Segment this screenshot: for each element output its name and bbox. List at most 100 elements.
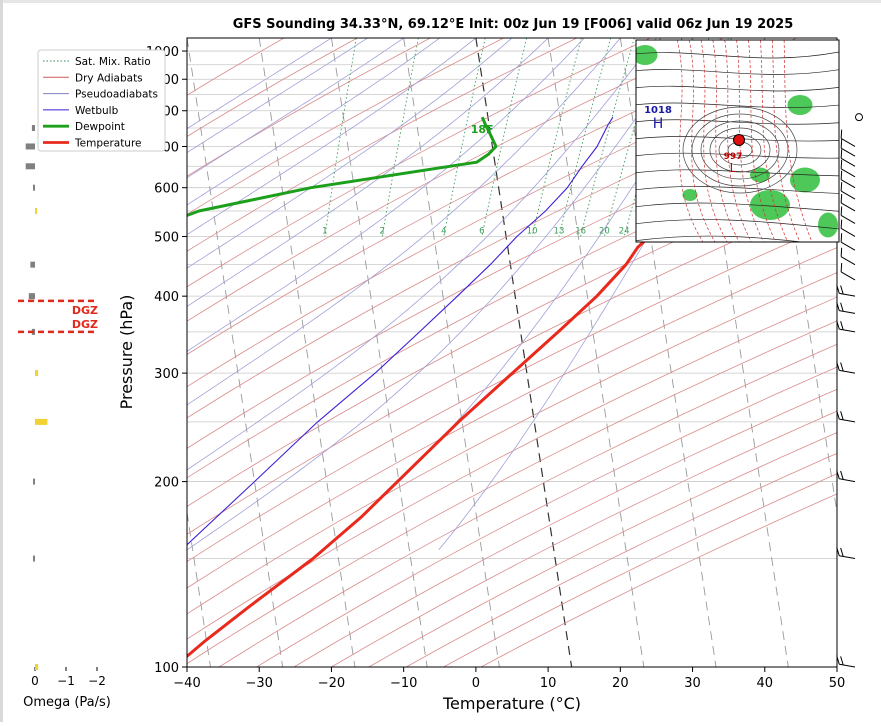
omega-tick-label: 0	[31, 674, 39, 688]
y-tick-label: 400	[154, 290, 179, 305]
isobar-contour	[636, 85, 839, 92]
barb-flag	[840, 247, 843, 257]
barb-flag	[840, 194, 843, 204]
mixing-ratio-label: 2	[380, 226, 385, 236]
dry-adiabat	[187, 167, 837, 507]
plot-frame	[186, 37, 838, 668]
barb-staff	[840, 228, 856, 237]
thickness-contour	[676, 40, 704, 242]
dry-adiabat	[187, 38, 724, 322]
low-contour	[700, 120, 780, 180]
wind-barb	[840, 233, 856, 251]
mixing-ratio-label: 20	[599, 226, 610, 236]
isobar-contour	[636, 152, 839, 159]
low-pressure-value: 997	[724, 152, 743, 162]
dry-adiabat	[187, 320, 837, 665]
barb-flag	[840, 170, 843, 180]
wind-barb	[836, 655, 856, 668]
wind-barb	[840, 170, 856, 189]
barb-staff	[839, 478, 856, 483]
x-tick-label: −30	[246, 676, 273, 691]
barb-flag	[836, 410, 840, 420]
dry-adiabat	[256, 366, 837, 667]
mixing-ratio-line	[324, 38, 357, 237]
isobar-contour	[636, 136, 839, 142]
precip-area	[636, 45, 658, 65]
isobar-contour	[636, 69, 839, 75]
thickness-contour	[748, 40, 777, 242]
wind-barb	[840, 262, 856, 281]
barb-staff	[840, 147, 856, 157]
isobar-contour	[636, 202, 839, 212]
mixing-ratio-label: 4	[441, 226, 446, 236]
mixing-ratio-label: 6	[479, 226, 484, 236]
thickness-contour	[783, 40, 813, 242]
pseudoadiabat	[187, 38, 549, 307]
mixing-ratio-label: 24	[619, 226, 630, 236]
dry-adiabat	[218, 343, 837, 667]
barb-flag	[840, 547, 844, 557]
x-tick-label: −20	[318, 676, 345, 691]
pseudoadiabat	[187, 38, 332, 130]
thickness-contour	[688, 40, 716, 242]
omega-bar	[35, 664, 39, 670]
dry-adiabat	[480, 493, 837, 667]
barb-flag	[840, 302, 844, 312]
wind-barb	[836, 301, 856, 314]
thickness-contour	[724, 40, 752, 242]
x-axis-label: Temperature (°C)	[442, 694, 581, 713]
legend-label: Dry Adiabats	[75, 72, 143, 84]
isotherm-line	[330, 38, 428, 667]
legend: Sat. Mix. Ratio Dry Adiabats Pseudoadiabat…	[37, 49, 166, 152]
dry-adiabat	[187, 38, 577, 252]
dry-adiabat	[187, 247, 837, 589]
barb-flag	[836, 320, 840, 330]
omega-bar	[33, 478, 35, 485]
barb-flag	[840, 285, 844, 295]
barb-flag	[840, 149, 843, 159]
x-tick-label: 20	[612, 676, 629, 691]
barb-staff	[840, 157, 856, 167]
wind-barb	[840, 194, 856, 212]
omega-bar	[25, 163, 35, 170]
y-tick-label: 500	[154, 230, 179, 245]
low-contour	[682, 106, 798, 194]
mixing-ratio-line	[580, 38, 635, 237]
dry-adiabat	[187, 296, 837, 640]
dry-adiabat	[187, 38, 504, 215]
wind-barb	[836, 320, 856, 333]
pseudoadiabat	[187, 38, 368, 154]
barb-flag	[840, 233, 843, 243]
barb-staff	[840, 214, 856, 224]
isobar-contour	[636, 51, 839, 59]
barb-flag	[836, 547, 840, 556]
dry-adiabat	[187, 38, 797, 355]
mixing-ratio-label: 1	[322, 226, 327, 236]
dgz-label: DGZ	[72, 318, 98, 331]
barb-flag	[836, 361, 840, 371]
isotherm-line	[187, 509, 211, 667]
mixing-ratio-line	[381, 38, 419, 237]
low-contour	[691, 113, 789, 187]
omega-bar	[33, 184, 35, 191]
x-tick-label: 40	[757, 676, 774, 691]
thickness-contour	[759, 40, 789, 242]
omega-bar	[33, 555, 35, 562]
mixing-ratio-label: 13	[554, 226, 565, 236]
omega-bar	[35, 418, 48, 425]
series-wetbulb	[187, 116, 614, 546]
wind-barb	[840, 129, 856, 147]
barb-staff	[840, 179, 856, 189]
dry-adiabat	[187, 51, 837, 388]
x-tick-label: −40	[173, 676, 200, 691]
wind-barbs	[836, 113, 863, 668]
pseudoadiabat	[187, 38, 477, 236]
isobar-contour	[636, 169, 839, 177]
omega-tick-label: −2	[88, 674, 106, 688]
isobar-contour	[636, 119, 839, 125]
location-marker	[733, 134, 745, 146]
x-tick-label: 50	[829, 676, 846, 691]
isotherm-line	[187, 38, 284, 667]
